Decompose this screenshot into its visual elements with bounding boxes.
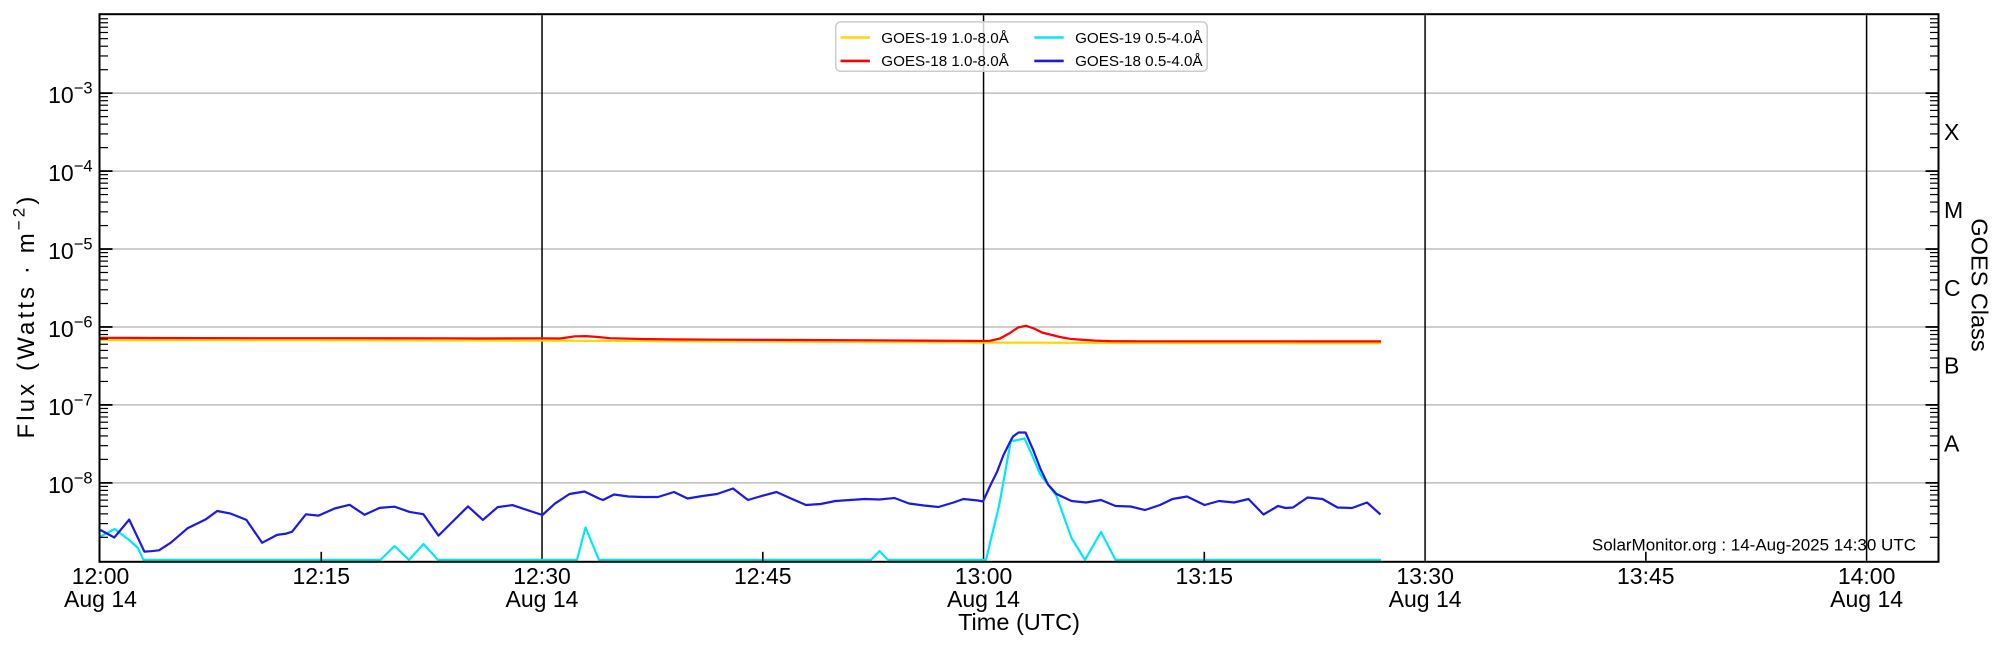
svg-text:Aug 14: Aug 14 [64, 586, 137, 612]
svg-text:12:15: 12:15 [293, 563, 351, 589]
svg-text:X: X [1944, 119, 1959, 145]
svg-text:GOES-18 1.0-8.0Å: GOES-18 1.0-8.0Å [881, 53, 1009, 70]
svg-text:12:30: 12:30 [513, 563, 571, 589]
svg-text:Aug 14: Aug 14 [506, 586, 579, 612]
svg-text:12:45: 12:45 [734, 563, 792, 589]
svg-text:10−5: 10−5 [48, 236, 92, 265]
svg-text:GOES-18 0.5-4.0Å: GOES-18 0.5-4.0Å [1075, 53, 1203, 70]
svg-text:Aug 14: Aug 14 [1389, 586, 1462, 612]
svg-text:GOES-19 0.5-4.0Å: GOES-19 0.5-4.0Å [1075, 30, 1203, 47]
svg-text:13:30: 13:30 [1396, 563, 1454, 589]
svg-text:13:00: 13:00 [955, 563, 1013, 589]
svg-text:A: A [1944, 431, 1960, 457]
svg-text:13:45: 13:45 [1617, 563, 1675, 589]
svg-text:SolarMonitor.org : 14-Aug-2025: SolarMonitor.org : 14-Aug-2025 14:30 UTC [1592, 536, 1916, 555]
svg-text:13:15: 13:15 [1176, 563, 1234, 589]
svg-text:Time (UTC): Time (UTC) [958, 609, 1080, 635]
svg-text:C: C [1944, 275, 1961, 301]
svg-text:GOES-19 1.0-8.0Å: GOES-19 1.0-8.0Å [881, 30, 1009, 47]
svg-text:Flux (Watts · m−2): Flux (Watts · m−2) [10, 194, 41, 439]
svg-text:14:00: 14:00 [1838, 563, 1896, 589]
svg-text:M: M [1944, 197, 1963, 223]
svg-text:B: B [1944, 353, 1959, 379]
svg-text:12:00: 12:00 [72, 563, 130, 589]
svg-text:Aug 14: Aug 14 [947, 586, 1020, 612]
svg-text:GOES Class: GOES Class [1967, 218, 1993, 351]
svg-text:Aug 14: Aug 14 [1830, 586, 1903, 612]
